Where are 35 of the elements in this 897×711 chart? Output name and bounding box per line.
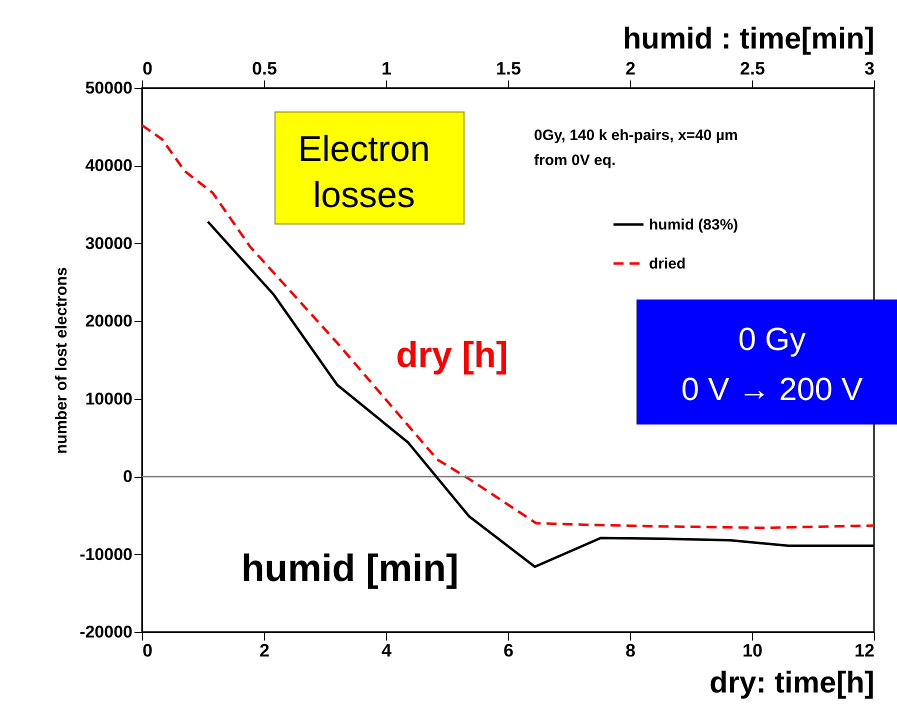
annotation: humid [min] xyxy=(241,548,459,590)
annotation: 0Gy, 140 k eh-pairs, x=40 µm xyxy=(534,127,738,144)
x2-tick-label: 1.5 xyxy=(496,58,522,78)
x-tick-label: 6 xyxy=(503,640,514,660)
y-tick-label: -10000 xyxy=(80,544,132,564)
x-tick-label: 8 xyxy=(625,640,636,660)
legend-label: humid (83%) xyxy=(649,216,738,234)
x-tick-label: 10 xyxy=(742,640,763,660)
x-tick-label: 2 xyxy=(259,640,270,660)
y-tick-label: 30000 xyxy=(85,234,132,253)
x-tick-label: 4 xyxy=(381,640,392,660)
y-axis-title: number of lost electrons xyxy=(54,267,71,454)
y-tick-label: 0 xyxy=(123,467,132,486)
y-tick-label: -20000 xyxy=(80,622,132,642)
y-tick-label: 20000 xyxy=(85,312,132,331)
annotation: Electron losses xyxy=(298,128,430,215)
x2-tick-label: 1 xyxy=(381,58,392,78)
x-tick-label: 12 xyxy=(854,640,874,660)
annotation: from 0V eq. xyxy=(534,152,616,169)
x2-tick-label: 2.5 xyxy=(740,58,766,78)
annotation: 0 Gy xyxy=(738,321,806,357)
x-axis-title: dry: time[h] xyxy=(710,666,874,700)
x2-tick-label: 3 xyxy=(864,58,874,78)
x2-tick-label: 0 xyxy=(142,58,153,78)
x2-axis-title: humid : time[min] xyxy=(622,22,874,56)
y-tick-label: 50000 xyxy=(85,78,132,98)
y-tick-label: 40000 xyxy=(85,156,132,176)
x2-tick-label: 0.5 xyxy=(252,58,278,78)
legend-label: dried xyxy=(649,256,686,272)
x2-tick-label: 2 xyxy=(625,58,636,78)
annotation: 0 V → 200 V xyxy=(681,371,864,407)
line-series xyxy=(142,124,874,530)
y-tick-label: 10000 xyxy=(85,389,132,408)
x-tick-label: 0 xyxy=(142,640,153,660)
annotation: dry [h] xyxy=(396,334,508,375)
